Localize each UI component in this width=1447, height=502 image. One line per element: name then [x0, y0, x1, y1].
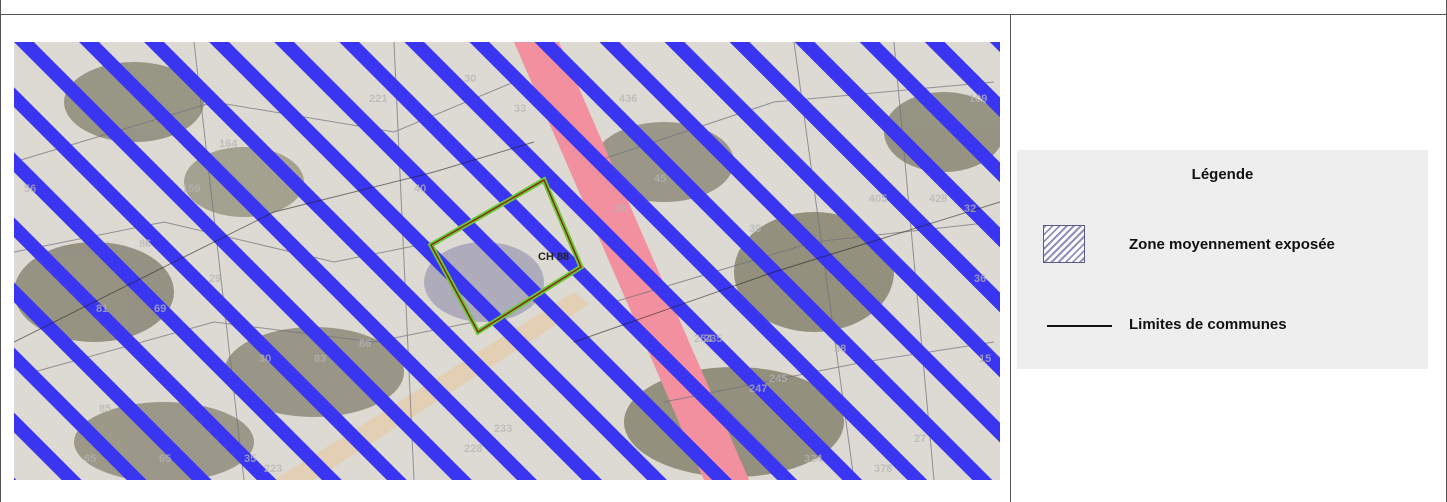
parcel-number-labels: 56 86 159 164 29 30 86 221 81 83 30 33 40 235 436 405 42… [24, 73, 991, 475]
parcel-number-label: 228 [464, 443, 482, 455]
parcel-number-label: 245 [769, 373, 787, 385]
map-canvas: CH 88 56 86 159 164 29 30 86 221 81 83 30 33 40 235 43… [14, 42, 1000, 480]
parcel-number-label: 86 [359, 338, 371, 350]
parcel-number-label: 15 [979, 353, 991, 365]
legend-label-zone: Zone moyennement exposée [1129, 236, 1335, 253]
commune-limits [14, 141, 1000, 343]
parcel-label: CH 88 [538, 251, 569, 263]
parcel-number-label: 405 [869, 193, 887, 205]
parcel-number-label: 38 [834, 343, 846, 355]
frame-divider [1010, 15, 1011, 502]
parcel-number-label: 28 [614, 203, 626, 215]
parcel-number-label: 40 [414, 183, 426, 195]
parcel-number-label: 35 [244, 453, 256, 465]
parcel-number-label: 30 [259, 353, 271, 365]
parcel-number-label: 247 [749, 383, 767, 395]
map-view[interactable]: CH 88 56 86 159 164 29 30 86 221 81 83 30 33 40 235 43… [14, 42, 1000, 480]
hazard-hatch-overlay [14, 42, 1000, 480]
black-line-icon [1047, 325, 1112, 327]
parcel-number-label: 254 [694, 333, 713, 345]
parcel-number-label: 86 [139, 238, 151, 250]
frame-left-border [0, 15, 1, 502]
parcel-number-label: 378 [874, 463, 892, 475]
parcel-number-label: 81 [96, 303, 108, 315]
parcel-number-label: 29 [209, 273, 221, 285]
legend-panel: Légende Zone moyennement exposée Limites… [1017, 150, 1428, 369]
parcel-number-label: 324 [804, 453, 823, 465]
parcel-number-label: 65 [84, 453, 96, 465]
parcel-number-label: 33 [514, 103, 526, 115]
parcel-number-label: 223 [264, 463, 282, 475]
legend-label-limits: Limites de communes [1129, 316, 1287, 333]
parcel-number-label: 221 [369, 93, 387, 105]
parcel-number-label: 32 [964, 203, 976, 215]
parcel-number-label: 235 [704, 333, 722, 345]
parcel-number-label: 233 [494, 423, 512, 435]
parcel-number-label: 164 [219, 138, 238, 150]
parcel-number-label: 436 [619, 93, 637, 105]
frame-top-bar [0, 0, 1447, 15]
parcel-number-label: 36 [974, 273, 986, 285]
parcel-number-label: 30 [464, 73, 476, 85]
parcel-number-label: 428 [929, 193, 947, 205]
parcel-outline-inner [429, 178, 582, 334]
parcel-number-label: 39 [749, 223, 761, 235]
parcel-number-label: 159 [182, 183, 200, 195]
parcel-number-label: 45 [654, 173, 666, 185]
hatched-zone-swatch-icon [1043, 225, 1085, 263]
parcel-number-label: 56 [24, 183, 36, 195]
parcel-number-label: 69 [154, 303, 166, 315]
parcel-number-label: 27 [914, 433, 926, 445]
parcel-number-label: 85 [99, 403, 111, 415]
parcel-number-label: 65 [159, 453, 171, 465]
parcel-number-label: 83 [314, 353, 326, 365]
legend-title: Légende [1191, 166, 1254, 183]
parcel-number-label: 109 [969, 93, 987, 105]
